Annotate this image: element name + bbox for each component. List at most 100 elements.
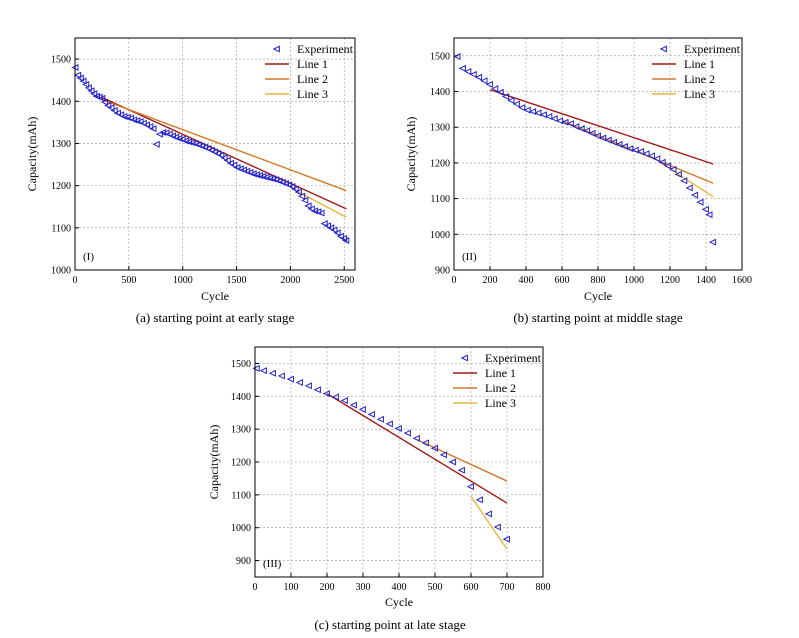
y-axis-label: Capacity(mAh) xyxy=(207,425,221,500)
y-axis-label: Capacity(mAh) xyxy=(25,117,39,192)
series-line-line-2 xyxy=(100,98,347,192)
y-tick-label: 1500 xyxy=(231,359,251,370)
experiment-point xyxy=(577,125,585,133)
x-tick-label: 600 xyxy=(555,275,570,286)
experiment-point xyxy=(322,390,330,398)
experiment-point xyxy=(304,382,312,390)
experiment-point xyxy=(394,424,402,433)
panel-caption: (a) starting point at early stage xyxy=(136,310,295,325)
experiment-point xyxy=(680,177,688,185)
y-tick-label: 1400 xyxy=(231,392,251,403)
experiment-point xyxy=(475,496,483,504)
x-tick-label: 200 xyxy=(320,582,335,593)
experiment-point xyxy=(484,510,492,518)
experiment-point xyxy=(367,410,375,418)
y-tick-label: 1300 xyxy=(231,425,251,436)
experiment-point xyxy=(259,367,267,375)
experiment-point xyxy=(685,184,693,192)
legend-label: Line 3 xyxy=(297,87,328,101)
experiment-point xyxy=(615,140,623,148)
experiment-point xyxy=(491,85,499,93)
experiment-point xyxy=(572,122,580,131)
chart-panel-1: 0 500 1000 1500 2000 2500 1000 1100 1200 1300 1400… xyxy=(25,37,356,325)
x-tick-label: 300 xyxy=(356,582,371,593)
series-line-line-3 xyxy=(470,496,508,550)
y-tick-label: 1100 xyxy=(231,490,251,501)
x-tick-label: 1000 xyxy=(624,275,644,286)
y-tick-label: 1400 xyxy=(51,97,71,108)
y-tick-label: 1100 xyxy=(51,223,71,234)
experiment-point xyxy=(320,220,328,228)
experiment-point xyxy=(230,161,238,169)
legend-label: Experiment xyxy=(297,42,354,56)
x-tick-label: 1400 xyxy=(696,275,716,286)
plot-frame xyxy=(254,346,544,578)
experiment-point xyxy=(604,136,612,144)
y-tick-label: 900 xyxy=(236,556,251,567)
series-line-line-3 xyxy=(290,187,347,218)
experiment-point xyxy=(663,162,672,170)
experiment-point xyxy=(79,77,87,85)
experiment-point xyxy=(466,483,474,491)
experiment-point xyxy=(84,84,92,92)
x-tick-label: 0 xyxy=(73,275,78,286)
panel-caption: (c) starting point at late stage xyxy=(314,617,465,632)
experiment-point xyxy=(705,211,713,219)
experiment-point xyxy=(421,439,429,447)
experiment-point xyxy=(593,132,601,140)
plot-frame xyxy=(74,37,356,271)
experiment-point xyxy=(223,156,231,164)
experiment-point xyxy=(149,125,157,133)
y-tick-label: 1300 xyxy=(430,123,450,134)
y-tick-label: 1200 xyxy=(231,458,251,469)
experiment-point xyxy=(146,123,154,131)
legend-label: Line 1 xyxy=(297,57,328,71)
experiment-point xyxy=(539,111,547,119)
experiment-point xyxy=(317,209,325,217)
experiment-point xyxy=(385,420,393,428)
x-tick-label: 500 xyxy=(121,275,136,286)
x-tick-label: 500 xyxy=(428,582,443,593)
panel-label: (I) xyxy=(83,251,94,263)
experiment-markers xyxy=(252,364,510,543)
x-tick-label: 600 xyxy=(464,582,479,593)
experiment-point xyxy=(523,106,531,114)
panel-caption: (b) starting point at middle stage xyxy=(513,310,683,325)
experiment-point xyxy=(518,104,526,112)
experiment-point xyxy=(457,466,465,474)
legend-label: Line 2 xyxy=(485,381,516,395)
y-tick-label: 1000 xyxy=(231,523,251,534)
experiment-point xyxy=(76,74,84,82)
series-line-line-1 xyxy=(489,89,714,165)
experiment-point xyxy=(626,145,634,153)
y-tick-label: 1000 xyxy=(430,230,450,241)
experiment-point xyxy=(323,222,331,230)
experiment-point xyxy=(87,87,95,95)
y-axis-label: Capacity(mAh) xyxy=(404,117,418,192)
experiment-point xyxy=(485,80,493,88)
experiment-point xyxy=(326,224,335,232)
experiment-point xyxy=(297,192,306,200)
y-tick-label: 1300 xyxy=(51,139,71,150)
experiment-point xyxy=(430,444,438,452)
experiment-point xyxy=(73,71,82,79)
panel-label: (II) xyxy=(462,251,477,263)
experiment-point xyxy=(631,146,639,154)
x-tick-label: 400 xyxy=(519,275,534,286)
y-tick-label: 1200 xyxy=(51,181,71,192)
x-axis-label: Cycle xyxy=(584,289,612,303)
legend-label: Line 1 xyxy=(684,57,715,71)
experiment-point xyxy=(288,182,296,190)
experiment-point xyxy=(358,405,366,413)
experiment-point xyxy=(555,117,564,125)
plot-frame xyxy=(453,37,743,271)
experiment-point xyxy=(220,154,228,162)
x-tick-label: 1600 xyxy=(732,275,752,286)
x-tick-label: 1000 xyxy=(173,275,193,286)
experiment-point xyxy=(469,70,477,78)
legend-label: Line 2 xyxy=(684,72,715,86)
experiment-point xyxy=(493,523,501,531)
x-tick-label: 800 xyxy=(591,275,606,286)
experiment-markers xyxy=(453,53,717,246)
